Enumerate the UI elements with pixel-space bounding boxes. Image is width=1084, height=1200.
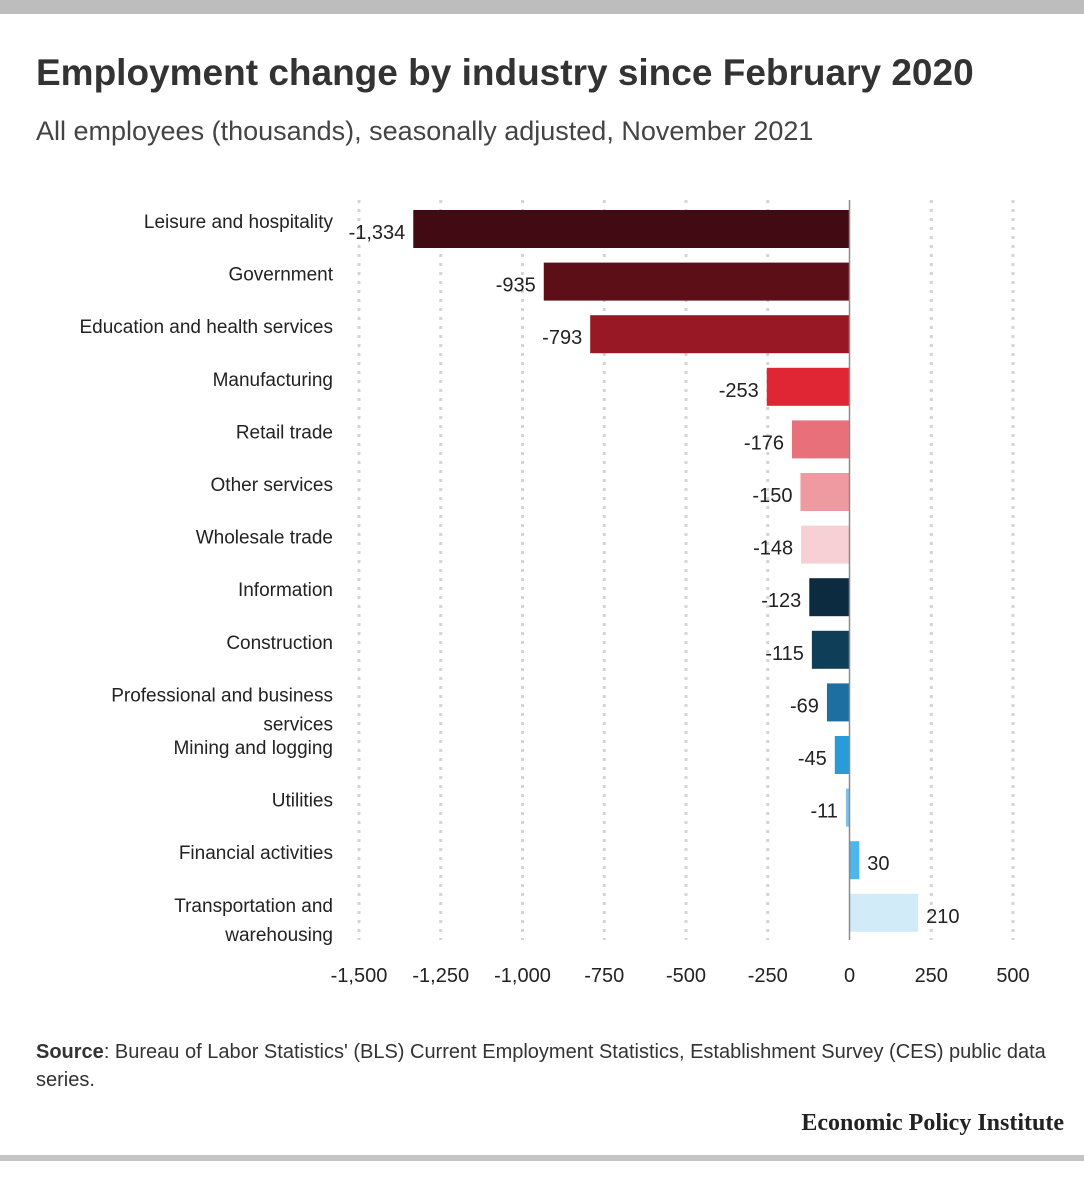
bar	[791, 420, 850, 459]
bar	[834, 736, 850, 774]
category-label: Government	[228, 265, 333, 286]
category-label: Financial activities	[179, 843, 333, 864]
category-label: Professional and business services	[111, 685, 333, 735]
x-tick-label: 500	[996, 965, 1029, 987]
data-label: -150	[752, 485, 792, 507]
bar	[845, 788, 850, 827]
bar	[590, 315, 850, 354]
category-label: Leisure and hospitality	[144, 212, 334, 233]
bar	[809, 578, 850, 617]
top-rule	[0, 0, 1084, 14]
data-label: -69	[790, 695, 819, 717]
grid-lines	[357, 200, 1015, 940]
category-label: Education and health services	[80, 317, 334, 338]
data-label: -793	[542, 327, 582, 349]
category-label: Mining and logging	[173, 738, 333, 759]
x-tick-label: -1,250	[412, 965, 469, 987]
data-label: -45	[798, 748, 827, 770]
category-labels: Leisure and hospitality Government Educati…	[80, 212, 334, 946]
data-label: -11	[810, 801, 837, 823]
x-tick-label: -750	[584, 965, 624, 987]
bar	[849, 893, 919, 932]
category-label: Manufacturing	[213, 370, 333, 391]
data-label: -253	[719, 380, 759, 402]
bar-chart: Leisure and hospitality Government Educati…	[80, 200, 1030, 987]
bar	[801, 525, 850, 564]
source-note: Source: Bureau of Labor Statistics' (BLS…	[36, 1038, 1046, 1094]
x-tick-label: -1,500	[331, 965, 388, 987]
source-label: Source	[36, 1041, 104, 1063]
category-label: Retail trade	[236, 422, 333, 443]
category-label: Other services	[211, 475, 333, 496]
x-tick-labels: -1,500 -1,250 -1,000 -750 -500 -250 0 250 500	[331, 965, 1030, 987]
bar	[543, 262, 850, 301]
bar	[849, 841, 860, 880]
category-label: Wholesale trade	[196, 528, 333, 549]
bar	[826, 683, 850, 722]
data-label: -115	[765, 643, 804, 665]
data-label: -935	[496, 275, 536, 297]
chart-subtitle: All employees (thousands), seasonally ad…	[36, 116, 814, 146]
category-label: Information	[238, 580, 333, 601]
category-label: Construction	[226, 633, 333, 654]
bar	[811, 630, 850, 669]
bar	[800, 473, 850, 511]
brand-logo-text: Economic Policy Institute	[801, 1110, 1064, 1136]
data-label: -148	[753, 538, 793, 560]
x-tick-label: -1,000	[494, 965, 551, 987]
x-tick-label: -250	[748, 965, 788, 987]
data-label: 210	[926, 906, 959, 928]
bottom-rule	[0, 1155, 1084, 1161]
x-tick-label: 250	[915, 965, 948, 987]
bar	[766, 367, 850, 406]
data-label: 30	[867, 853, 889, 875]
bars	[413, 210, 919, 932]
value-labels: -1,334 -935 -793 -253 -176 -150 -148 -123 -115 -6…	[349, 222, 960, 928]
x-tick-label: 0	[844, 965, 855, 987]
bar	[413, 210, 850, 248]
category-label: Transportation and warehousing	[174, 896, 333, 946]
data-label: -1,334	[349, 222, 406, 244]
data-label: -176	[744, 432, 784, 454]
x-tick-label: -500	[666, 965, 706, 987]
source-text: : Bureau of Labor Statistics' (BLS) Curr…	[36, 1041, 1046, 1091]
category-label: Utilities	[272, 791, 333, 812]
data-label: -123	[761, 590, 801, 612]
chart-title: Employment change by industry since Febr…	[36, 52, 974, 93]
